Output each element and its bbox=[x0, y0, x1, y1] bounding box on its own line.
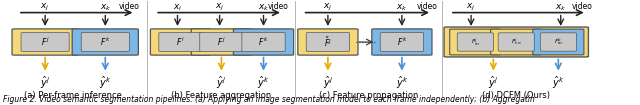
Text: $x_i$: $x_i$ bbox=[173, 3, 182, 13]
FancyBboxPatch shape bbox=[159, 33, 202, 51]
Text: $\hat{y}^j$: $\hat{y}^j$ bbox=[323, 74, 333, 91]
FancyBboxPatch shape bbox=[498, 33, 534, 51]
Text: $F^j$: $F^j$ bbox=[217, 36, 226, 48]
FancyBboxPatch shape bbox=[380, 33, 424, 51]
Text: $\hat{y}^j$: $\hat{y}^j$ bbox=[40, 74, 50, 91]
Text: $\hat{y}^k$: $\hat{y}^k$ bbox=[257, 74, 269, 91]
Text: video: video bbox=[268, 2, 289, 11]
Text: $F_{in}^j$: $F_{in}^j$ bbox=[470, 36, 480, 48]
FancyBboxPatch shape bbox=[457, 33, 493, 51]
Text: $x_j$: $x_j$ bbox=[467, 2, 476, 13]
FancyBboxPatch shape bbox=[450, 29, 501, 55]
FancyBboxPatch shape bbox=[491, 29, 542, 55]
Text: $x_j$: $x_j$ bbox=[215, 2, 224, 13]
Text: $F_{co}^j$: $F_{co}^j$ bbox=[511, 37, 522, 47]
Text: $F^j$: $F^j$ bbox=[41, 36, 49, 48]
FancyBboxPatch shape bbox=[12, 29, 78, 55]
Text: (b) Feature aggregation: (b) Feature aggregation bbox=[172, 91, 271, 100]
FancyBboxPatch shape bbox=[150, 29, 211, 55]
FancyBboxPatch shape bbox=[191, 29, 252, 55]
FancyBboxPatch shape bbox=[21, 33, 69, 51]
FancyBboxPatch shape bbox=[234, 29, 294, 55]
FancyBboxPatch shape bbox=[200, 33, 243, 51]
FancyBboxPatch shape bbox=[72, 29, 138, 55]
FancyBboxPatch shape bbox=[444, 27, 588, 57]
Text: video: video bbox=[572, 2, 593, 11]
Text: video: video bbox=[119, 2, 140, 11]
Text: $x_j$: $x_j$ bbox=[40, 2, 50, 13]
Text: (d) DCFM (Ours): (d) DCFM (Ours) bbox=[482, 91, 550, 100]
FancyBboxPatch shape bbox=[540, 33, 577, 51]
Text: $x_k$: $x_k$ bbox=[555, 3, 566, 13]
Text: $F_{in}^k$: $F_{in}^k$ bbox=[554, 37, 563, 47]
Text: $F^k$: $F^k$ bbox=[259, 36, 269, 48]
Text: $x_j$: $x_j$ bbox=[323, 2, 333, 13]
Text: $x_k$: $x_k$ bbox=[258, 3, 269, 13]
FancyBboxPatch shape bbox=[81, 33, 129, 51]
Text: video: video bbox=[417, 2, 438, 11]
Text: $\hat{y}^k$: $\hat{y}^k$ bbox=[396, 74, 408, 91]
Text: $\hat{y}^j$: $\hat{y}^j$ bbox=[488, 74, 499, 91]
Text: $F^k$: $F^k$ bbox=[100, 36, 111, 48]
Text: Figure 2. Video semantic segmentation pipelines. (a) Applying an image segmentat: Figure 2. Video semantic segmentation pi… bbox=[3, 95, 535, 104]
FancyBboxPatch shape bbox=[372, 29, 432, 55]
Text: $F^k$: $F^k$ bbox=[397, 36, 407, 48]
FancyBboxPatch shape bbox=[532, 29, 584, 55]
Text: $\hat{y}^j$: $\hat{y}^j$ bbox=[216, 74, 227, 91]
Text: $x_k$: $x_k$ bbox=[396, 3, 408, 13]
Text: $F^i$: $F^i$ bbox=[176, 36, 185, 48]
Text: $\tilde{F}^j$: $\tilde{F}^j$ bbox=[324, 35, 332, 49]
Text: (a) Per-frame inference: (a) Per-frame inference bbox=[24, 91, 122, 100]
Text: (c) Feature propagation: (c) Feature propagation bbox=[319, 91, 418, 100]
Text: $\hat{y}^k$: $\hat{y}^k$ bbox=[552, 74, 564, 91]
FancyBboxPatch shape bbox=[306, 33, 349, 51]
FancyBboxPatch shape bbox=[242, 33, 285, 51]
FancyBboxPatch shape bbox=[298, 29, 358, 55]
Text: $\hat{y}^k$: $\hat{y}^k$ bbox=[99, 74, 111, 91]
Text: $x_k$: $x_k$ bbox=[100, 3, 111, 13]
